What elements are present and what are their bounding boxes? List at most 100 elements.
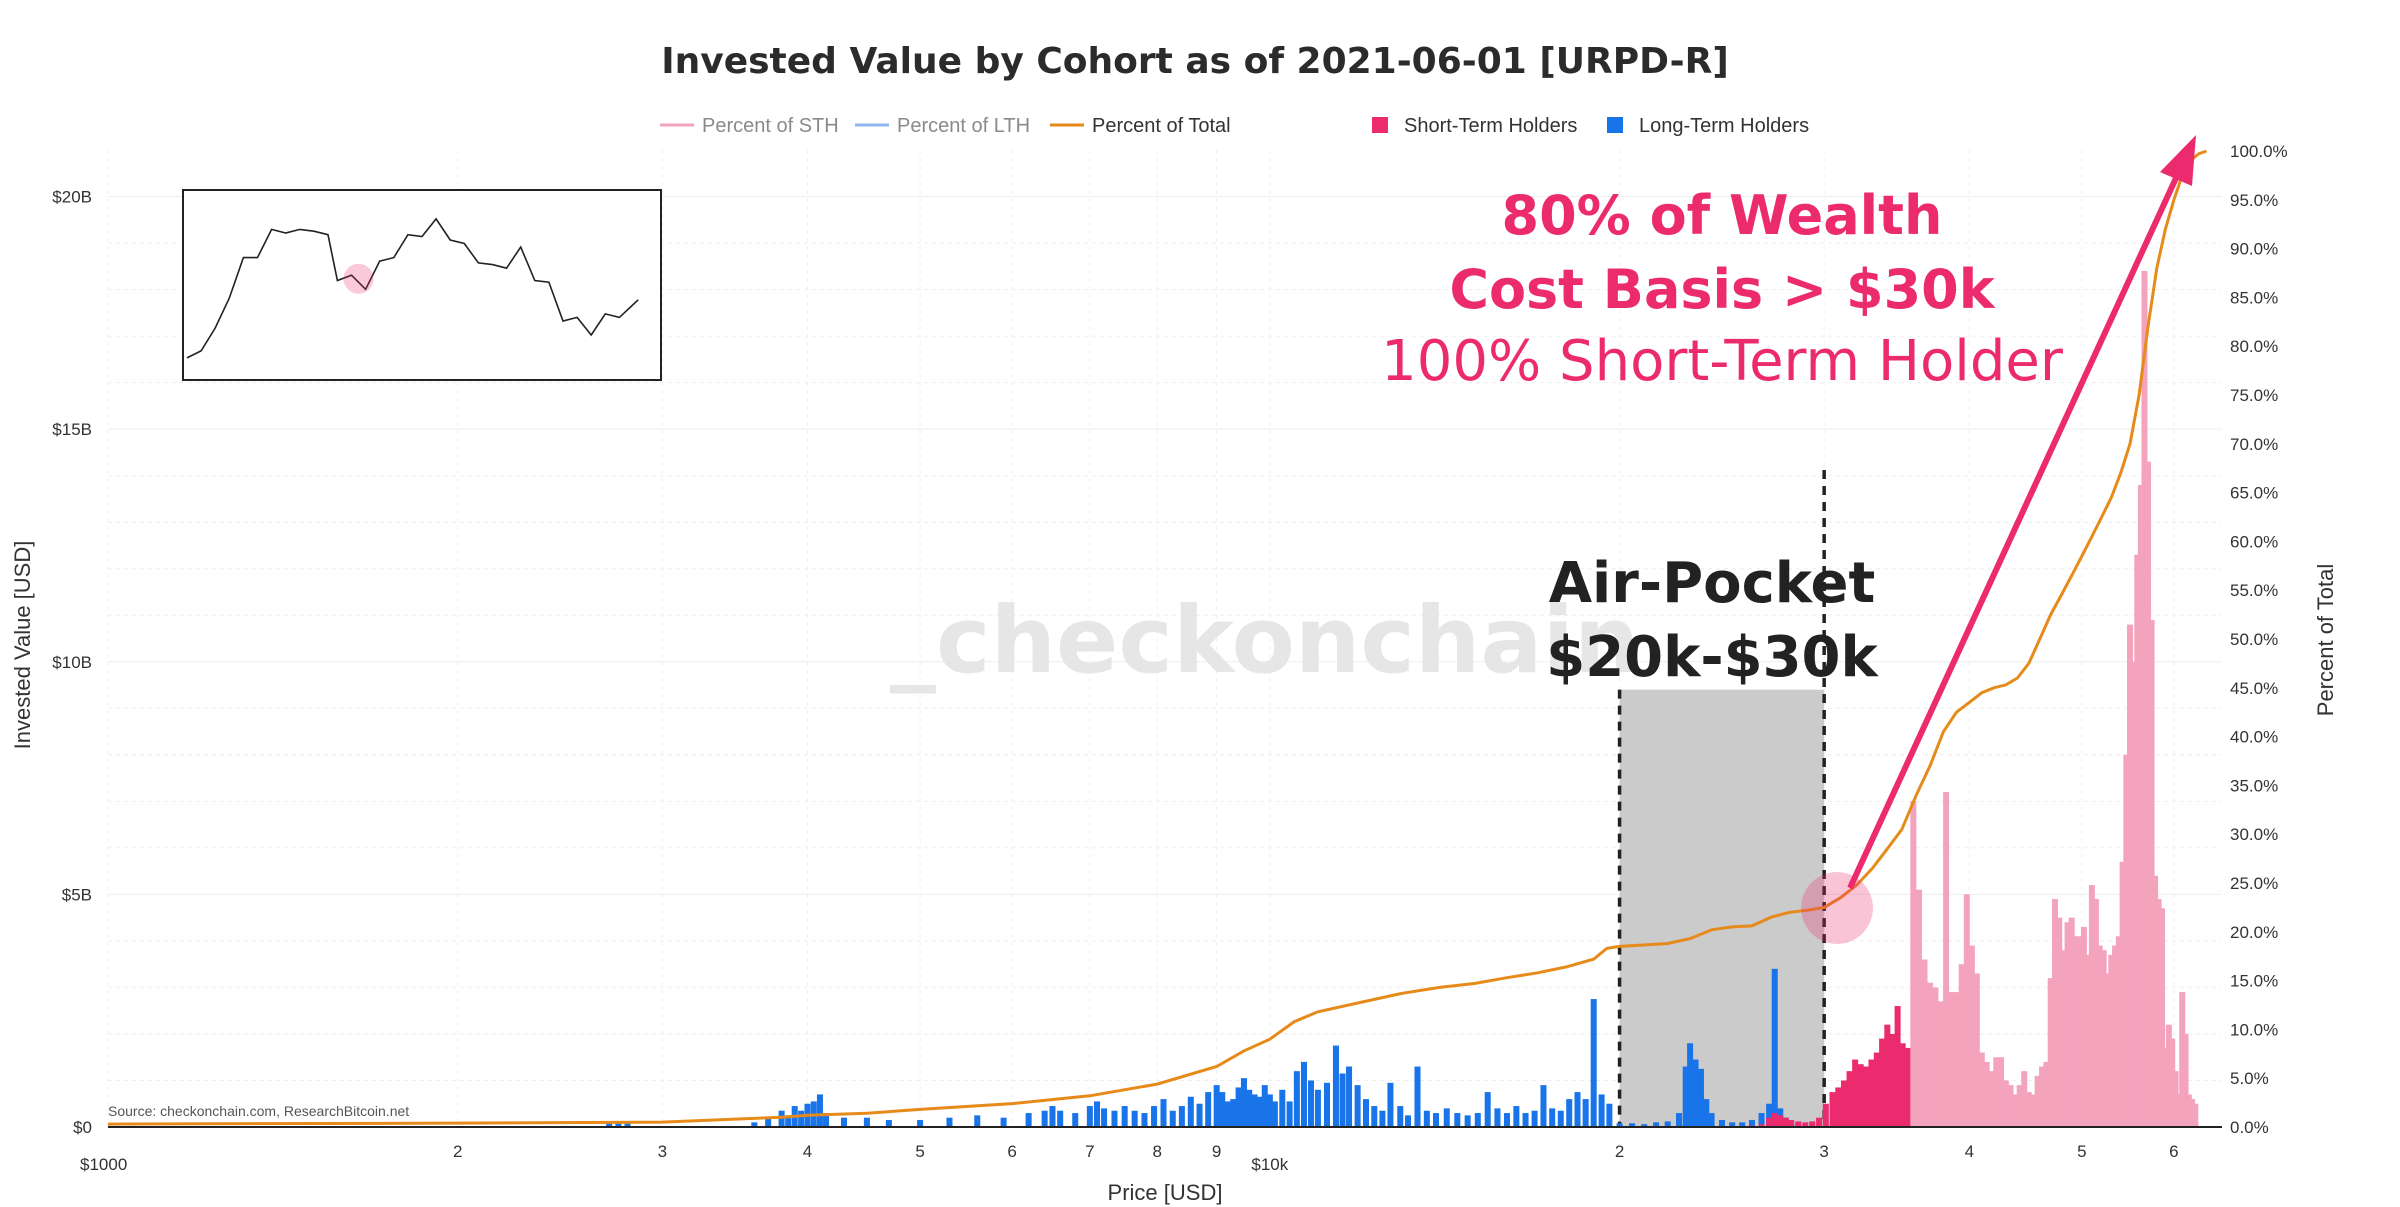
bar <box>1782 1117 1789 1127</box>
y2-tick-label: 5.0% <box>2230 1069 2269 1088</box>
bar <box>1758 1113 1765 1127</box>
bar <box>1953 992 1960 1127</box>
bar <box>1432 1113 1439 1127</box>
y2-axis-title: Percent of Total <box>2313 564 2338 716</box>
bar <box>1802 1122 1809 1127</box>
y2-tick-label: 20.0% <box>2230 923 2278 942</box>
y2-tick-label: 50.0% <box>2230 630 2278 649</box>
y-tick-label: $10B <box>52 653 92 672</box>
bar <box>1795 1121 1802 1127</box>
bar <box>2012 1094 2019 1127</box>
bar <box>1771 968 1778 1127</box>
bar <box>2002 1080 2009 1127</box>
bar <box>2043 1061 2050 1127</box>
wealth-arrow-head <box>2160 135 2196 186</box>
bar <box>785 1115 792 1127</box>
bar <box>615 1121 622 1127</box>
percent-of-total-line <box>107 149 2208 1126</box>
bar <box>863 1117 870 1127</box>
wealth-label-line2: Cost Basis > $30k <box>1449 258 1995 321</box>
bar <box>2084 954 2091 1127</box>
y2-tick-label: 100.0% <box>2230 142 2288 161</box>
x-tick-label: 6 <box>2169 1142 2178 1161</box>
bar <box>2189 1099 2196 1127</box>
bar <box>1708 1113 1715 1127</box>
legend-swatch-square <box>1372 117 1388 133</box>
bar <box>1379 1110 1386 1127</box>
bar <box>2072 936 2079 1127</box>
bar <box>2155 899 2162 1127</box>
wealth-label-line3: 100% Short-Term Holder <box>1381 329 2064 394</box>
y-tick-label: $15B <box>52 420 92 439</box>
air-pocket-highlight <box>1617 470 1826 1127</box>
bar <box>1641 1124 1648 1127</box>
air-pocket-label-line1: Air-Pocket <box>1549 551 1876 616</box>
x-tick-label: 5 <box>2077 1142 2086 1161</box>
bar <box>2021 1071 2028 1127</box>
legend-label: Percent of LTH <box>897 115 1030 137</box>
bar <box>1771 1113 1778 1127</box>
bar <box>1266 1094 1273 1127</box>
y2-tick-label: 95.0% <box>2230 191 2278 210</box>
legend-label: Percent of Total <box>1092 115 1231 137</box>
y-tick-label: $0 <box>73 1118 92 1137</box>
bar <box>823 1113 830 1127</box>
bar <box>2175 1094 2182 1127</box>
y-tick-label: $5B <box>62 885 92 904</box>
bar <box>2007 1085 2014 1127</box>
inset-highlight-marker <box>343 263 374 294</box>
inset-price-path <box>186 217 639 359</box>
bar <box>1968 945 1975 1127</box>
bar <box>2108 954 2115 1127</box>
bar <box>1873 1052 1880 1127</box>
bar <box>1692 1059 1699 1127</box>
bar <box>1443 1108 1450 1127</box>
bar <box>1948 992 1955 1127</box>
bar <box>2064 922 2071 1127</box>
bar <box>1187 1096 1194 1127</box>
watermark: _checkonchain <box>890 587 1640 694</box>
y2-tick-label: 25.0% <box>2230 874 2278 893</box>
bar <box>1160 1099 1167 1127</box>
x-tick-label: $1000 <box>80 1155 127 1174</box>
bar <box>1251 1094 1258 1127</box>
bar <box>1766 1117 1773 1127</box>
bar <box>1178 1106 1185 1127</box>
bar <box>1086 1106 1093 1127</box>
bar <box>1121 1106 1128 1127</box>
bar <box>2047 978 2054 1127</box>
bar <box>1904 1047 1911 1127</box>
bar <box>1879 1038 1886 1127</box>
air-pocket-region <box>1619 689 1825 1127</box>
y2-tick-label: 55.0% <box>2230 581 2278 600</box>
y2-tick-label: 10.0% <box>2230 1020 2278 1039</box>
wealth-arrow-shaft <box>1847 163 2185 890</box>
bar <box>1196 1103 1203 1127</box>
x-tick-label: 3 <box>658 1142 667 1161</box>
bar <box>1072 1113 1079 1127</box>
bar <box>1958 964 1965 1127</box>
bar <box>798 1110 805 1127</box>
bar <box>1346 1066 1353 1127</box>
bar <box>1993 1057 2000 1127</box>
bar <box>1279 1089 1286 1127</box>
bar <box>1111 1110 1118 1127</box>
bar <box>1464 1115 1471 1127</box>
bar <box>1766 1103 1773 1127</box>
x-tick-label: 5 <box>915 1142 924 1161</box>
bar <box>974 1115 981 1127</box>
bar <box>1697 1068 1704 1127</box>
bar <box>1616 1123 1623 1127</box>
axes: $0 $5B $10B $15B $20B 0.0% 5.0% 10.0% 15.0% 20.0%… <box>10 142 2338 1205</box>
bar <box>1025 1113 1032 1127</box>
bar <box>1809 1121 1816 1127</box>
bar <box>1494 1108 1501 1127</box>
bar <box>2179 992 2186 1127</box>
bar <box>1474 1113 1481 1127</box>
bar <box>2096 945 2103 1127</box>
bar <box>1141 1113 1148 1127</box>
bar <box>2115 936 2122 1127</box>
bar <box>1293 1071 1300 1127</box>
bar <box>885 1120 892 1127</box>
bar <box>1884 1024 1891 1127</box>
